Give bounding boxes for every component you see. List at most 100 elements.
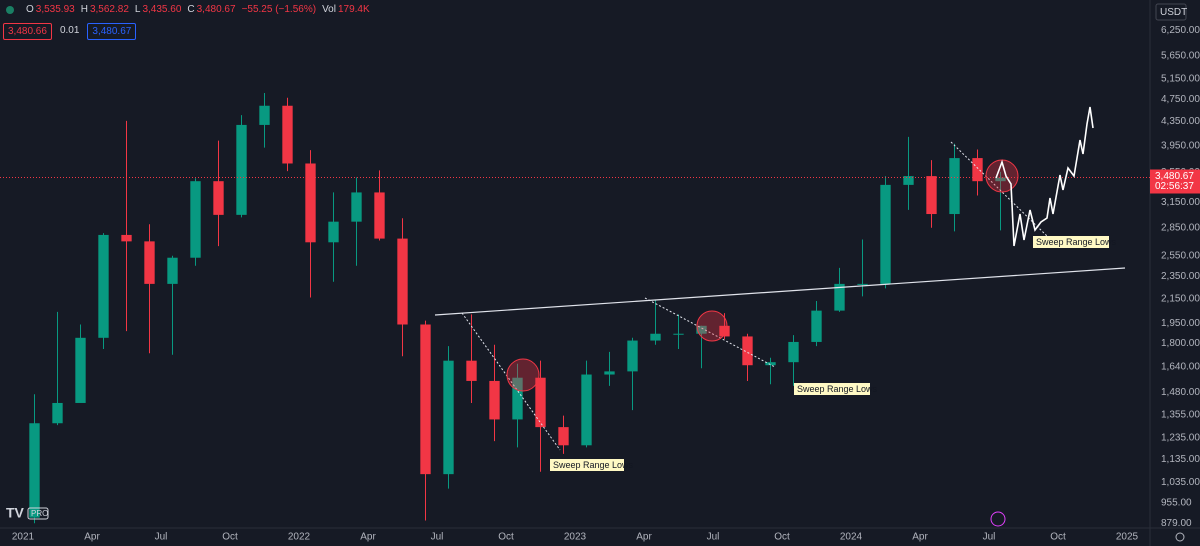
- x-tick-label: Jul: [707, 532, 720, 543]
- highlight-circle: [696, 310, 728, 342]
- y-tick-label: 1,035.00: [1161, 477, 1200, 488]
- candle-body: [788, 341, 799, 363]
- highlight-circle: [506, 358, 540, 392]
- candle-body: [305, 163, 316, 243]
- candle-body: [834, 283, 845, 311]
- y-tick-label: 1,235.00: [1161, 433, 1200, 444]
- candle-body: [926, 176, 937, 215]
- x-tick-label: Apr: [360, 532, 376, 543]
- ohlc-value: 3,562.82: [89, 4, 129, 15]
- y-tick-label: 2,350.00: [1161, 271, 1200, 282]
- trend-line: [950, 141, 1049, 238]
- symbol-icon: [6, 5, 14, 14]
- projection-path: [995, 106, 1094, 247]
- y-tick-label: 1,950.00: [1161, 318, 1200, 329]
- y-tick-label: 5,650.00: [1161, 50, 1200, 61]
- annotation: Sweep Range Lows: [1036, 237, 1117, 247]
- candle-body: [466, 360, 477, 381]
- last-price-label: 3,480.67: [1155, 171, 1194, 182]
- price-tag: [1150, 169, 1200, 194]
- x-tick-label: Oct: [774, 532, 790, 543]
- currency[interactable]: USDT: [1160, 7, 1187, 18]
- annotation: Sweep Range Lows: [553, 460, 634, 470]
- candle-body: [190, 181, 201, 258]
- candle-body: [903, 176, 914, 185]
- plot-area: [0, 93, 1150, 524]
- y-tick-label: 4,350.00: [1161, 116, 1200, 127]
- countdown: 02:56:37: [1155, 181, 1194, 192]
- annotation-box: [550, 459, 624, 471]
- y-tick-label: 879.00: [1161, 518, 1192, 529]
- candle-body: [719, 325, 730, 337]
- candle-body: [259, 105, 270, 125]
- annotation-box: [1033, 236, 1109, 248]
- candle-body: [167, 257, 178, 284]
- candle-body: [328, 221, 339, 243]
- y-tick-label: 1,480.00: [1161, 387, 1200, 398]
- y-tick-label: 1,355.00: [1161, 409, 1200, 420]
- y-tick-label: 955.00: [1161, 497, 1192, 508]
- x-tick-label: Apr: [84, 532, 100, 543]
- ask[interactable]: 3,480.67: [87, 23, 137, 40]
- alert-icon[interactable]: [990, 511, 1006, 527]
- y-tick-label: 6,250.00: [1161, 25, 1200, 36]
- trend-line: [434, 267, 1126, 316]
- candle-body: [98, 234, 109, 338]
- candle-body: [765, 362, 776, 366]
- y-tick-label: 3,150.00: [1161, 197, 1200, 208]
- currency-box[interactable]: [1155, 3, 1187, 21]
- candle-body: [949, 158, 960, 215]
- drawings: Sweep Range Lows Sweep Range Lows Sweep …: [434, 106, 1126, 471]
- x-tick-label: Jul: [983, 532, 996, 543]
- candle-body: [627, 340, 638, 372]
- y-tick-label: 1,800.00: [1161, 338, 1200, 349]
- candle-body: [75, 337, 86, 403]
- y-tick-label: 1,640.00: [1161, 361, 1200, 372]
- candle-body: [880, 184, 891, 284]
- candle-body: [29, 423, 40, 518]
- candle-body: [144, 241, 155, 284]
- x-tick-label: 2024: [840, 532, 863, 543]
- candle-body: [811, 310, 822, 342]
- candle-body: [673, 333, 684, 335]
- candle-body: [604, 371, 615, 375]
- candle-body: [650, 333, 661, 341]
- x-tick-label: 2025: [1116, 532, 1139, 543]
- candle-body: [420, 324, 431, 475]
- candle-body: [397, 238, 408, 325]
- candle-body: [213, 181, 224, 215]
- change: −55.25 (−1.56%): [241, 4, 317, 15]
- ohlc-header: O 3,535.93 H 3,562.82 L 3,435.60 C 3,480.67 …: [6, 4, 374, 15]
- ohlc-value: 3,435.60: [142, 4, 182, 15]
- candle-body: [581, 374, 592, 446]
- volume: 179.4K: [337, 4, 370, 15]
- ohlc-label: H: [80, 4, 88, 15]
- x-tick-label: 2021: [12, 532, 35, 543]
- candle-body: [489, 380, 500, 420]
- candle-body: [351, 192, 362, 222]
- annotation: Sweep Range Lows: [797, 384, 878, 394]
- y-tick-label: 2,550.00: [1161, 250, 1200, 261]
- y-tick-label: 2,850.00: [1161, 222, 1200, 233]
- settings-icon[interactable]: [1175, 532, 1185, 542]
- ohlc-label: O: [26, 4, 34, 15]
- ohlc-value: 3,535.93: [35, 4, 75, 15]
- x-tick-label: 2023: [564, 532, 587, 543]
- candle-body: [972, 158, 983, 182]
- candle-body: [121, 234, 132, 242]
- candle-body: [995, 177, 1006, 182]
- candle-body: [512, 377, 523, 420]
- candle-body: [535, 377, 546, 428]
- bid[interactable]: 3,480.66: [3, 23, 52, 40]
- x-tick-label: Apr: [912, 532, 928, 543]
- trend-line: [461, 312, 561, 451]
- candle-body: [374, 192, 385, 239]
- logo-badge-box: [27, 507, 49, 520]
- x-tick-label: Oct: [222, 532, 238, 543]
- y-tick-label: 4,750.00: [1161, 94, 1200, 105]
- annotation-box: [794, 383, 870, 395]
- x-tick-label: Oct: [498, 532, 514, 543]
- candle-body: [236, 124, 247, 215]
- ohlc-label: C: [187, 4, 195, 15]
